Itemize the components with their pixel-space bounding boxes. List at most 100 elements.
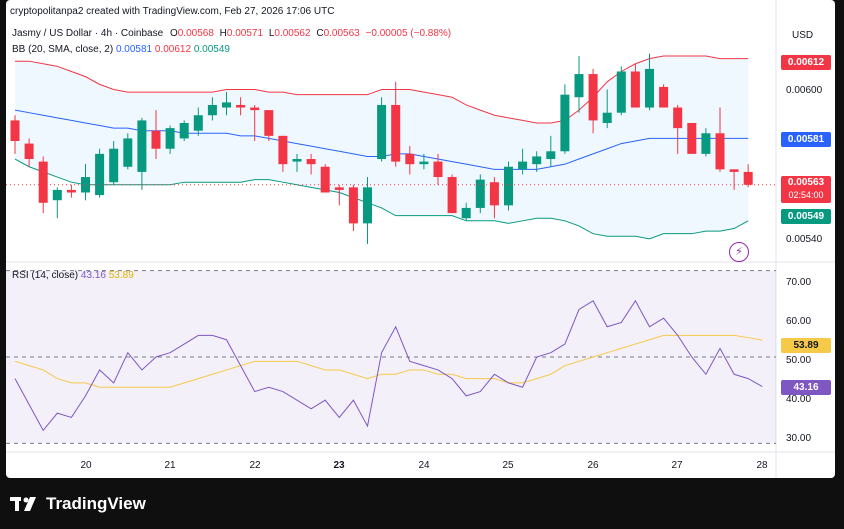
candle-body <box>475 179 485 208</box>
date-label: 25 <box>502 460 514 471</box>
close-value: 0.00563 <box>323 28 360 39</box>
rsi-ma-tag: 53.89 <box>781 338 831 353</box>
rsi-tag: 43.16 <box>781 380 831 395</box>
rsi-axis-label: 30.00 <box>786 433 812 444</box>
rsi-axis-label: 40.00 <box>786 394 812 405</box>
date-label: 27 <box>671 460 683 471</box>
close-label: C <box>316 28 324 39</box>
rsi-ma-value: 53.89 <box>108 270 134 281</box>
rsi-axis-label: 70.00 <box>786 277 812 288</box>
candle-body <box>574 74 584 98</box>
candle-body <box>348 187 358 224</box>
candle-body <box>715 133 725 170</box>
candle-body <box>504 166 513 206</box>
last-price-value: 0.00563 <box>787 177 825 188</box>
bb-lower-tag: 0.00549 <box>781 209 831 224</box>
bar-countdown: 02:54:00 <box>788 190 824 200</box>
candle-body <box>602 112 612 123</box>
bb-lower-line <box>14 158 749 240</box>
candle-body <box>630 71 640 108</box>
bb-basis-value: 0.00581 <box>115 44 153 55</box>
candle-body <box>66 189 76 193</box>
candle-body <box>207 104 217 116</box>
candle-body <box>95 153 105 196</box>
high-value: 0.00571 <box>226 28 264 39</box>
candle-body <box>179 122 189 139</box>
date-label: 21 <box>164 460 176 471</box>
candle-body <box>250 107 260 111</box>
candle-body <box>532 156 542 165</box>
candle-body <box>165 128 175 149</box>
candle-body <box>123 138 133 167</box>
last-price-tag: 0.00563 02:54:00 <box>781 176 831 203</box>
candle-body <box>560 94 570 152</box>
rsi-axis-label: 50.00 <box>786 355 812 366</box>
rsi-line <box>14 299 763 432</box>
candle-body <box>659 86 669 108</box>
price-axis-label: 0.00600 <box>786 85 823 96</box>
candle-body <box>38 161 48 203</box>
candle-body <box>743 171 753 185</box>
chart-canvas[interactable] <box>6 0 835 478</box>
candle-body <box>391 104 401 162</box>
rsi-ma-line <box>14 334 763 388</box>
candle-body <box>193 115 203 131</box>
rsi-value: 43.16 <box>80 270 106 281</box>
candle-body <box>377 104 387 160</box>
candle-body <box>278 135 288 165</box>
price-axis-label: 0.00540 <box>786 234 823 245</box>
date-label: 23 <box>333 460 345 471</box>
candle-body <box>363 187 372 224</box>
bb-upper-tag: 0.00612 <box>781 55 831 70</box>
tradingview-logo-icon <box>10 497 36 511</box>
date-label: 24 <box>418 460 430 471</box>
chart-panel[interactable]: cryptopolitanpa2 created with TradingVie… <box>6 0 835 478</box>
candle-body <box>616 71 626 113</box>
bb-basis-tag: 0.00581 <box>781 132 831 147</box>
change-value: −0.00005 (−0.88%) <box>365 28 452 39</box>
bb-upper-value: 0.00612 <box>154 44 192 55</box>
open-label: O <box>169 28 178 39</box>
candle-body <box>236 104 246 108</box>
chart-credit: cryptopolitanpa2 created with TradingVie… <box>10 6 335 17</box>
candle-body <box>419 161 429 165</box>
rsi-axis-label: 60.00 <box>786 316 812 327</box>
low-value: 0.00562 <box>274 28 311 39</box>
candle-body <box>489 182 499 206</box>
brand-logo: TradingView <box>10 494 146 514</box>
candle-body <box>546 151 556 160</box>
candle-body <box>109 148 119 183</box>
bb-legend: BB (20, SMA, close, 2) 0.00581 0.00612 0… <box>12 44 230 55</box>
date-label: 28 <box>756 460 768 471</box>
candle-body <box>645 68 654 108</box>
date-label: 20 <box>80 460 92 471</box>
candle-body <box>687 122 697 154</box>
rsi-name: RSI (14, close) <box>12 270 79 281</box>
candle-body <box>729 169 739 172</box>
lightning-icon[interactable]: ⚡ <box>729 242 749 262</box>
candle-body <box>306 159 316 165</box>
date-label: 26 <box>587 460 599 471</box>
candle-body <box>137 120 147 172</box>
date-label: 22 <box>249 460 261 471</box>
low-label: L <box>268 28 275 39</box>
high-label: H <box>219 28 227 39</box>
candle-body <box>701 133 711 154</box>
candle-body <box>518 161 528 170</box>
candle-body <box>292 159 302 162</box>
bb-lower-value: 0.00549 <box>193 44 230 55</box>
candle-body <box>320 166 330 193</box>
rsi-legend: RSI (14, close) 43.16 53.89 <box>12 270 134 281</box>
candle-body <box>588 74 598 121</box>
symbol-legend: Jasmy / US Dollar · 4h · Coinbase O0.005… <box>12 28 451 39</box>
candle-body <box>334 187 344 190</box>
candle-body <box>81 177 90 193</box>
candle-body <box>447 177 457 214</box>
brand-name: TradingView <box>46 494 146 513</box>
candle-body <box>222 102 231 108</box>
candle-body <box>264 110 274 136</box>
candle-body <box>433 161 443 178</box>
currency-label[interactable]: USD <box>792 30 814 41</box>
bb-name: BB (20, SMA, close, 2) <box>12 44 114 55</box>
candle-body <box>10 120 20 141</box>
